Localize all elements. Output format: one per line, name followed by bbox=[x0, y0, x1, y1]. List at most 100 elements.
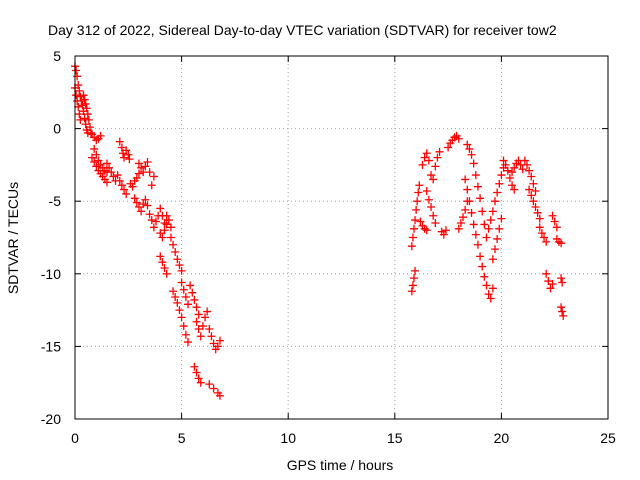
data-point bbox=[156, 204, 164, 212]
data-point bbox=[465, 197, 473, 205]
data-point bbox=[171, 293, 179, 301]
data-point bbox=[118, 181, 126, 189]
data-point bbox=[169, 241, 177, 249]
axis-ticks: 0 5 10 15 20 25 5 0 -5 -10 -15 -20 bbox=[41, 48, 616, 446]
data-point bbox=[135, 170, 143, 178]
data-point bbox=[419, 161, 427, 169]
data-point bbox=[525, 167, 533, 175]
data-point bbox=[538, 229, 546, 237]
data-point bbox=[210, 385, 218, 393]
data-point bbox=[184, 300, 192, 308]
data-point bbox=[116, 177, 124, 185]
x-tick-label: 5 bbox=[178, 430, 186, 446]
data-point bbox=[408, 242, 416, 250]
plot-frame bbox=[75, 56, 608, 419]
data-point bbox=[188, 289, 196, 297]
data-point bbox=[500, 157, 508, 165]
y-tick-label: -10 bbox=[41, 266, 61, 282]
data-point bbox=[427, 203, 435, 211]
data-point bbox=[429, 175, 437, 183]
data-point bbox=[465, 145, 473, 153]
data-point bbox=[431, 219, 439, 227]
grid bbox=[75, 56, 608, 419]
data-point bbox=[410, 274, 418, 282]
data-point bbox=[182, 331, 190, 339]
data-point bbox=[180, 322, 188, 330]
data-point bbox=[534, 209, 542, 217]
data-point bbox=[169, 287, 177, 295]
data-point bbox=[408, 287, 416, 295]
data-point bbox=[472, 171, 480, 179]
data-point bbox=[497, 215, 505, 223]
data-point bbox=[133, 199, 141, 207]
data-point bbox=[137, 207, 145, 215]
data-point bbox=[178, 267, 186, 275]
data-point bbox=[207, 332, 215, 340]
data-point bbox=[182, 293, 190, 301]
data-point bbox=[410, 225, 418, 233]
data-point bbox=[476, 194, 484, 202]
data-point bbox=[495, 225, 503, 233]
data-point bbox=[474, 183, 482, 191]
data-point bbox=[178, 313, 186, 321]
data-point bbox=[156, 252, 164, 260]
data-point bbox=[197, 332, 205, 340]
data-point bbox=[508, 181, 516, 189]
data-point bbox=[103, 159, 111, 167]
x-tick-label: 25 bbox=[600, 430, 616, 446]
data-point bbox=[431, 162, 439, 170]
data-point bbox=[491, 197, 499, 205]
data-point bbox=[536, 215, 544, 223]
data-point bbox=[536, 223, 544, 231]
data-point bbox=[163, 270, 171, 278]
data-point bbox=[150, 173, 158, 181]
data-point bbox=[122, 190, 130, 198]
data-point bbox=[470, 159, 478, 167]
data-point bbox=[549, 212, 557, 220]
data-point bbox=[180, 286, 188, 294]
data-point bbox=[429, 212, 437, 220]
chart-title: Day 312 of 2022, Sidereal Day-to-day VTE… bbox=[48, 22, 557, 38]
data-point bbox=[523, 161, 531, 169]
data-point bbox=[415, 181, 423, 189]
data-point bbox=[553, 223, 561, 231]
data-point bbox=[125, 155, 133, 163]
data-point bbox=[148, 181, 156, 189]
data-point bbox=[491, 245, 499, 253]
data-point bbox=[161, 264, 169, 272]
data-point bbox=[146, 168, 154, 176]
data-point bbox=[195, 374, 203, 382]
data-point bbox=[92, 162, 100, 170]
data-point bbox=[487, 294, 495, 302]
x-tick-label: 15 bbox=[387, 430, 403, 446]
data-point bbox=[116, 138, 124, 146]
data-point bbox=[423, 187, 431, 195]
data-point bbox=[557, 239, 565, 247]
data-point bbox=[141, 196, 149, 204]
data-point bbox=[457, 219, 465, 227]
data-point bbox=[519, 165, 527, 173]
data-point bbox=[495, 180, 503, 188]
data-point bbox=[163, 212, 171, 220]
data-point bbox=[485, 290, 493, 298]
data-point bbox=[90, 145, 98, 153]
data-point bbox=[167, 234, 175, 242]
data-point bbox=[143, 158, 151, 166]
data-point bbox=[412, 206, 420, 214]
data-point bbox=[480, 220, 488, 228]
data-point bbox=[411, 267, 419, 275]
data-point bbox=[485, 225, 493, 233]
data-point bbox=[557, 274, 565, 282]
data-point bbox=[455, 225, 463, 233]
data-point bbox=[158, 234, 166, 242]
x-tick-label: 0 bbox=[71, 430, 79, 446]
data-point bbox=[425, 196, 433, 204]
data-point bbox=[527, 191, 535, 199]
data-point bbox=[436, 148, 444, 156]
data-point bbox=[416, 218, 424, 226]
data-point bbox=[411, 216, 419, 224]
data-point bbox=[73, 72, 81, 80]
data-point bbox=[184, 338, 192, 346]
data-point bbox=[427, 171, 435, 179]
data-point bbox=[476, 252, 484, 260]
